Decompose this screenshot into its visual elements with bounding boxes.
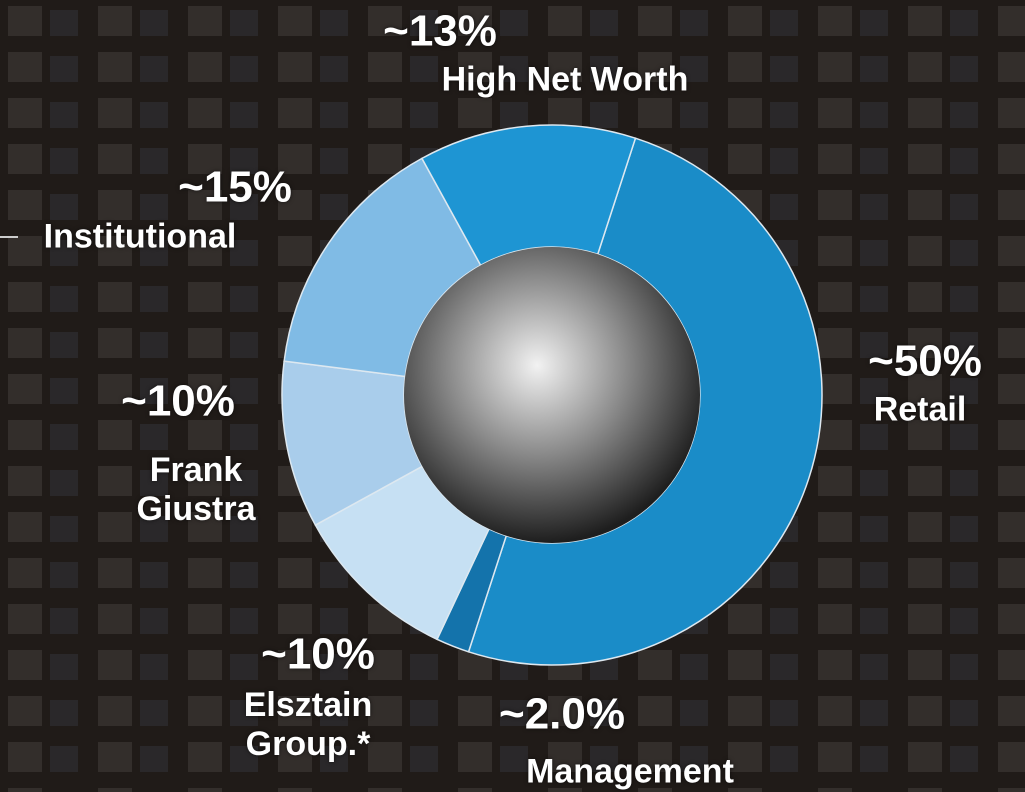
category-label: High Net Worth	[441, 60, 689, 99]
category-label: Management	[526, 752, 734, 791]
value-label: ~50%	[868, 336, 982, 386]
value-label: ~13%	[383, 6, 497, 56]
value-label: ~10%	[261, 629, 375, 679]
center-image	[404, 247, 700, 543]
value-label: ~15%	[178, 162, 292, 212]
category-label: Frank Giustra	[136, 450, 256, 528]
value-label: ~2.0%	[499, 689, 625, 739]
category-label: Elsztain Group.*	[243, 685, 373, 763]
value-label: ~10%	[121, 376, 235, 426]
category-label: Retail	[873, 390, 967, 429]
category-label: Institutional	[43, 217, 237, 256]
